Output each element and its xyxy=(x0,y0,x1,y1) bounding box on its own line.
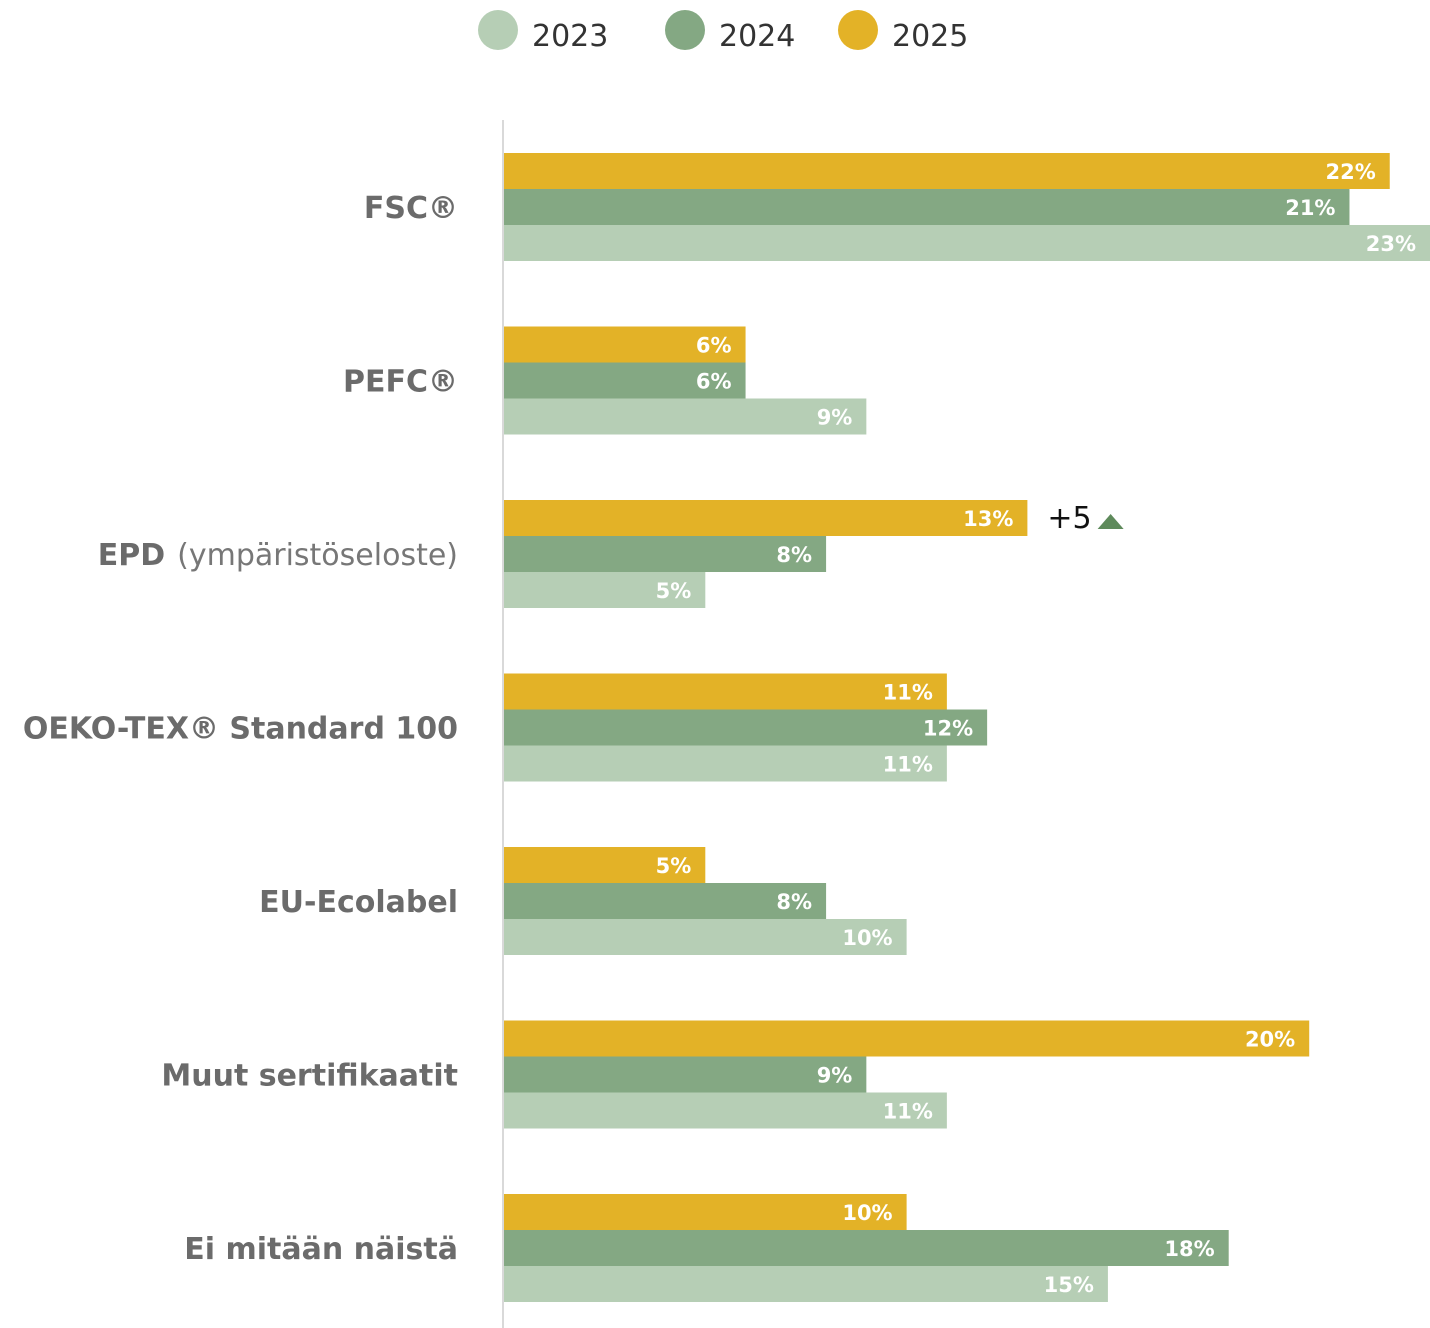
bar-2024 xyxy=(504,362,746,399)
bar-value-label: 8% xyxy=(776,890,812,914)
category-label: OEKO-TEX® Standard 100 xyxy=(23,712,458,747)
category-label: EU-Ecolabel xyxy=(259,885,458,920)
bar-value-label: 13% xyxy=(963,507,1013,531)
bar-2025 xyxy=(504,326,746,363)
bar-2023 xyxy=(504,745,947,782)
bar-value-label: 21% xyxy=(1285,196,1335,220)
bar-2023 xyxy=(504,572,706,608)
bar-value-label: 18% xyxy=(1164,1237,1214,1261)
bar-2024 xyxy=(504,1230,1229,1266)
category-label: Ei mitään näistä xyxy=(184,1232,458,1267)
bar-2023 xyxy=(504,1266,1108,1302)
bar-2025 xyxy=(504,1020,1310,1057)
category-label: FSC® xyxy=(364,191,458,226)
category-labels: FSC® PEFC® EPD (ympäristöseloste) OEKO-TEX® … xyxy=(23,191,458,1267)
bar-value-label: 8% xyxy=(776,543,812,567)
bar-value-label: 11% xyxy=(883,753,933,777)
legend-swatch-2025 xyxy=(838,10,878,50)
annotations: +5 xyxy=(1047,501,1124,536)
bar-value-label: 22% xyxy=(1325,160,1375,184)
change-annotation: +5 xyxy=(1047,501,1091,536)
bar-2025 xyxy=(504,1194,907,1230)
bar-2024 xyxy=(504,536,827,572)
bar-2023 xyxy=(504,225,1430,261)
bar-2025 xyxy=(504,153,1390,189)
bar-value-label: 5% xyxy=(656,579,692,603)
triangle-up-icon xyxy=(1097,514,1124,529)
legend-label-2024: 2024 xyxy=(719,19,795,54)
category-label: EPD (ympäristöseloste) xyxy=(98,538,458,573)
bar-value-label: 6% xyxy=(696,370,732,394)
bar-2024 xyxy=(504,1056,867,1093)
bar-value-label: 12% xyxy=(923,717,973,741)
bar-value-label: 11% xyxy=(883,681,933,705)
legend-label-2025: 2025 xyxy=(892,19,968,54)
bar-value-label: 15% xyxy=(1044,1273,1094,1297)
bar-value-label: 23% xyxy=(1366,232,1416,256)
bar-value-label: 10% xyxy=(842,926,892,950)
bar-2024 xyxy=(504,189,1350,225)
bar-2025 xyxy=(504,847,706,883)
bar-2025 xyxy=(504,500,1028,536)
bar-value-label: 6% xyxy=(696,334,732,358)
bar-value-label: 9% xyxy=(817,406,853,430)
bars: 22% 21% 23% 6% 6% 9% 13% 8% 5% 11% 12% 11% 5% 8% 10% 20… xyxy=(504,153,1430,1302)
bar-value-label: 11% xyxy=(883,1100,933,1124)
bar-2024 xyxy=(504,883,827,919)
bar-2023 xyxy=(504,1092,947,1129)
legend-swatch-2023 xyxy=(478,10,518,50)
legend-swatch-2024 xyxy=(665,10,705,50)
bar-value-label: 20% xyxy=(1245,1028,1295,1052)
bar-2025 xyxy=(504,673,947,710)
bar-value-label: 9% xyxy=(817,1064,853,1088)
category-label: PEFC® xyxy=(343,365,458,400)
category-label: Muut sertifikaatit xyxy=(161,1059,458,1094)
bar-value-label: 10% xyxy=(842,1201,892,1225)
legend-label-2023: 2023 xyxy=(532,19,608,54)
legend: 2023 2024 2025 xyxy=(478,10,968,54)
bar-2024 xyxy=(504,709,988,746)
bar-value-label: 5% xyxy=(656,854,692,878)
bar-2023 xyxy=(504,398,867,435)
bar-2023 xyxy=(504,919,907,955)
